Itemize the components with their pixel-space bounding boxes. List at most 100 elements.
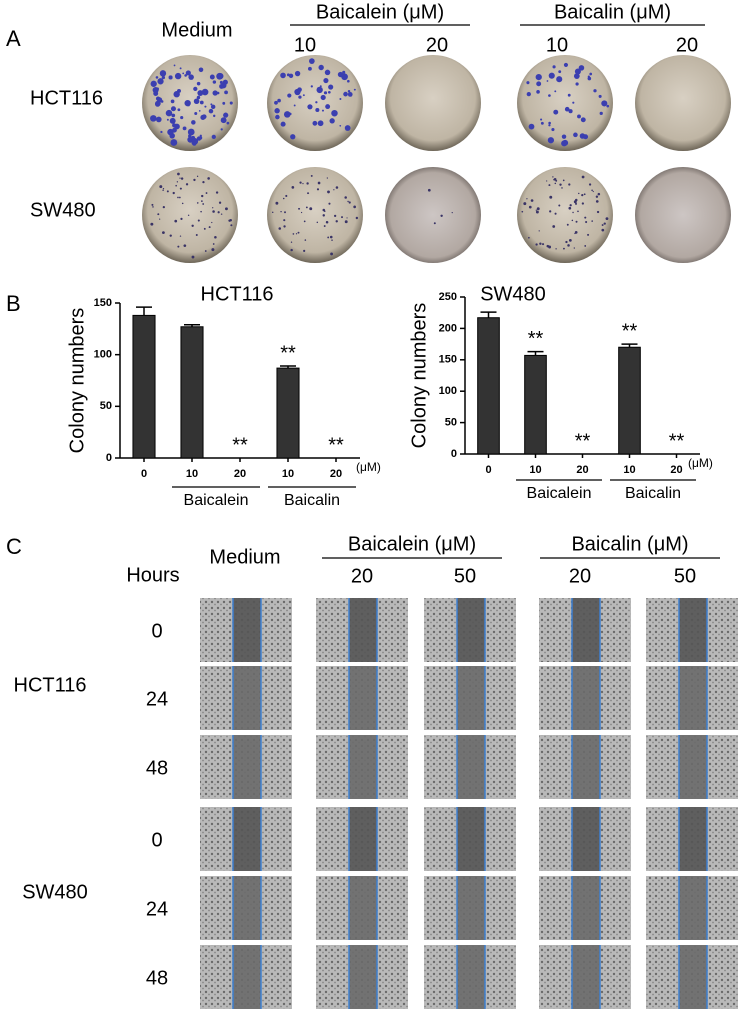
error-bar: [527, 350, 544, 356]
wound-gap: [457, 598, 485, 662]
colony: [323, 91, 328, 95]
colony: [280, 210, 282, 213]
dish: [267, 55, 363, 151]
x-tick-label: 10: [282, 468, 294, 480]
group-title: Baicalein (μM): [348, 533, 476, 555]
colony: [191, 255, 195, 259]
colony: [205, 192, 208, 194]
colony: [317, 181, 321, 185]
colony: [539, 242, 542, 245]
colony: [220, 213, 223, 215]
colony: [535, 210, 539, 214]
colony: [327, 90, 331, 94]
bar: [276, 367, 300, 459]
colony: [278, 227, 282, 230]
colony: [327, 190, 330, 194]
x-tick-label: 20: [670, 464, 682, 476]
dish: [267, 167, 363, 263]
colony: [304, 239, 307, 241]
colony: [562, 179, 565, 182]
colony: [180, 116, 184, 120]
colony: [335, 220, 338, 223]
colony: [451, 212, 453, 214]
colony: [598, 94, 602, 98]
group-title: Baicalin (μM): [571, 533, 688, 555]
significance: **: [328, 434, 344, 456]
colony: [565, 240, 568, 244]
wound-gap: [679, 876, 707, 940]
colony: [578, 65, 585, 71]
colony: [170, 139, 178, 146]
colony: [558, 70, 562, 74]
colony: [584, 216, 587, 219]
colony: [348, 201, 351, 204]
colony: [561, 134, 567, 139]
colony: [150, 222, 154, 226]
colony: [293, 104, 296, 107]
colony: [171, 113, 176, 118]
colony: [157, 213, 160, 216]
colony: [183, 244, 187, 248]
colony: [549, 210, 552, 213]
colony: [274, 100, 278, 105]
colony: [526, 81, 530, 85]
colony: [552, 176, 554, 178]
colony: [271, 211, 274, 214]
colony: [224, 90, 228, 95]
wound-gap: [349, 735, 377, 799]
y-axis-label: Colony numbers: [408, 303, 430, 449]
colony: [342, 70, 346, 74]
wound-gap: [457, 666, 485, 730]
colony: [333, 214, 337, 218]
colony: [591, 189, 593, 192]
colony: [575, 202, 578, 205]
colony: [282, 197, 285, 200]
colony: [321, 109, 324, 112]
colony: [185, 70, 191, 76]
colony: [581, 194, 584, 197]
colony: [521, 210, 524, 213]
colony: [547, 137, 555, 144]
dish: [385, 55, 481, 151]
colony: [353, 205, 356, 209]
x-tick-label: 10: [186, 468, 198, 480]
colony: [287, 93, 292, 98]
colony: [211, 221, 213, 224]
colony: [581, 202, 585, 205]
hour-label: 0: [151, 620, 162, 642]
colony: [159, 70, 167, 77]
colony: [568, 238, 572, 242]
hour-label: 48: [146, 967, 168, 989]
group-label: Baicalin: [284, 492, 340, 509]
unit-label: (μM): [688, 456, 713, 470]
colony: [196, 175, 199, 177]
colony: [162, 189, 164, 192]
colony: [575, 82, 579, 86]
colony: [167, 128, 174, 136]
colony: [184, 99, 191, 107]
colony: [215, 191, 219, 194]
colony: [290, 134, 296, 140]
colony: [572, 211, 574, 214]
colony: [561, 140, 568, 147]
error-bar: [621, 343, 638, 348]
colony: [199, 134, 202, 137]
colony: [528, 123, 535, 130]
hour-label: 24: [146, 688, 168, 710]
column-header: Medium: [209, 546, 280, 568]
row-label: HCT116: [30, 87, 103, 109]
colony: [573, 200, 577, 204]
colony: [595, 195, 599, 198]
colony: [554, 212, 557, 215]
colony: [193, 98, 200, 105]
wound-gap: [233, 945, 261, 1009]
colony: [212, 243, 215, 245]
dish: [635, 55, 731, 151]
wound-gap: [349, 666, 377, 730]
colony: [536, 81, 542, 87]
colony: [179, 177, 181, 179]
colony: [188, 104, 190, 107]
colony: [179, 67, 182, 70]
colony: [559, 183, 562, 186]
dose-label: 20: [569, 565, 591, 587]
